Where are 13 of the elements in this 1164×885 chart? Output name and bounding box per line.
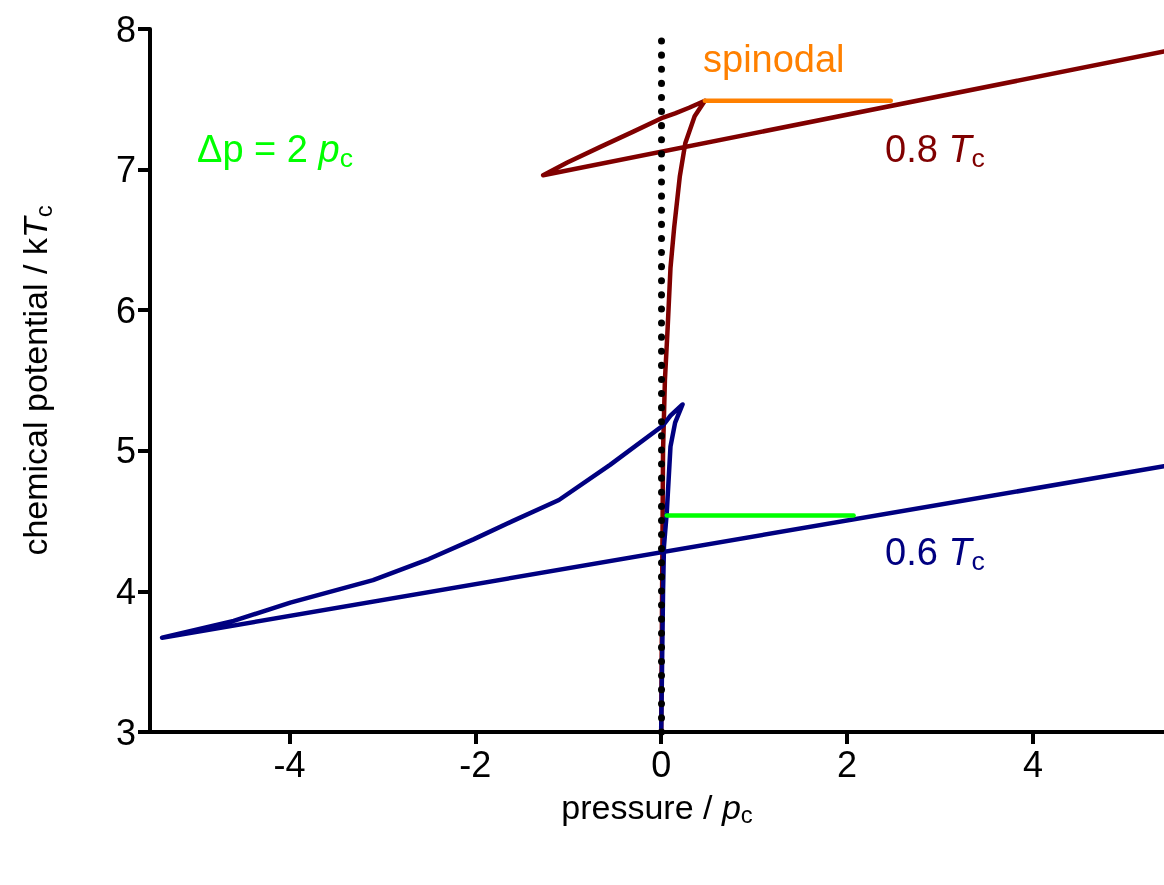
x-tick-label: 4 (1022, 743, 1043, 785)
y-tick-label: 7 (115, 149, 136, 191)
x-tick-label: 0 (651, 743, 672, 785)
series-label: spinodal (703, 38, 845, 80)
y-tick-label: 5 (115, 430, 136, 472)
x-tick-label: -2 (459, 743, 492, 785)
y-axis-title: chemical potential / kTc (16, 205, 57, 556)
x-tick-label: 2 (837, 743, 858, 785)
x-tick-label: -4 (273, 743, 306, 785)
y-tick-label: 4 (115, 570, 136, 612)
y-tick-label: 8 (115, 8, 136, 50)
y-tick-label: 3 (115, 711, 136, 753)
y-tick-label: 6 (115, 289, 136, 331)
